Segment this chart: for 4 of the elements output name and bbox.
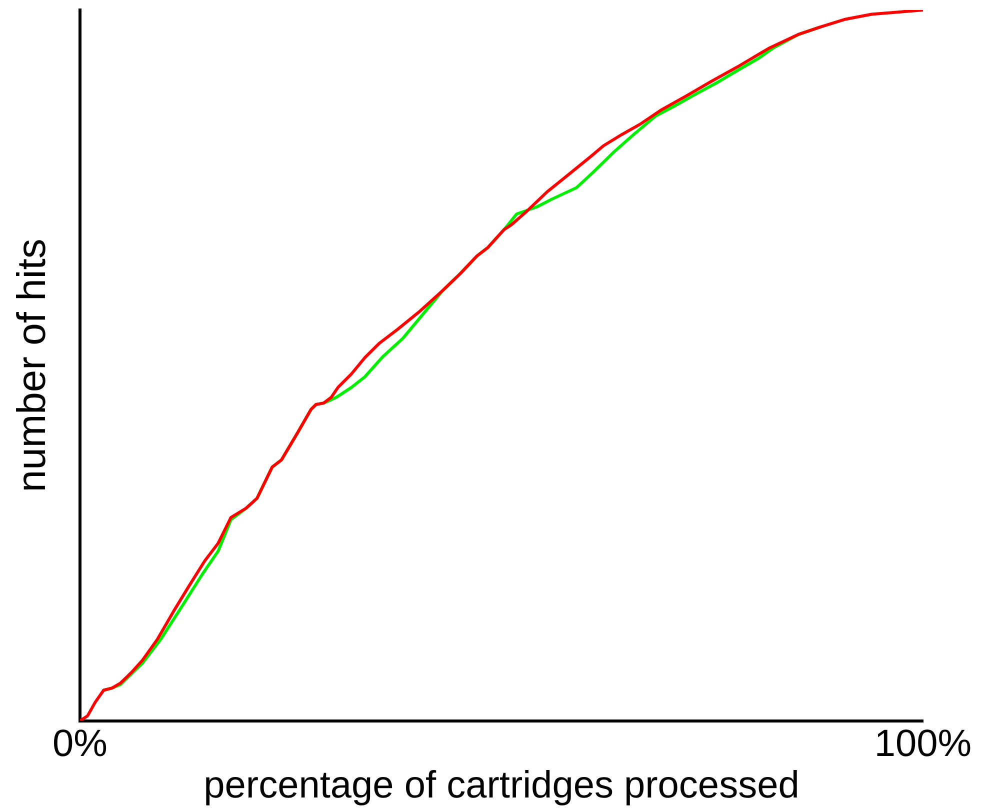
y-axis-title: number of hits	[10, 238, 54, 492]
x-axis-title: percentage of cartridges processed	[204, 764, 800, 807]
x-tick-label: 0%	[52, 723, 108, 766]
x-tick-label: 100%	[874, 723, 972, 766]
